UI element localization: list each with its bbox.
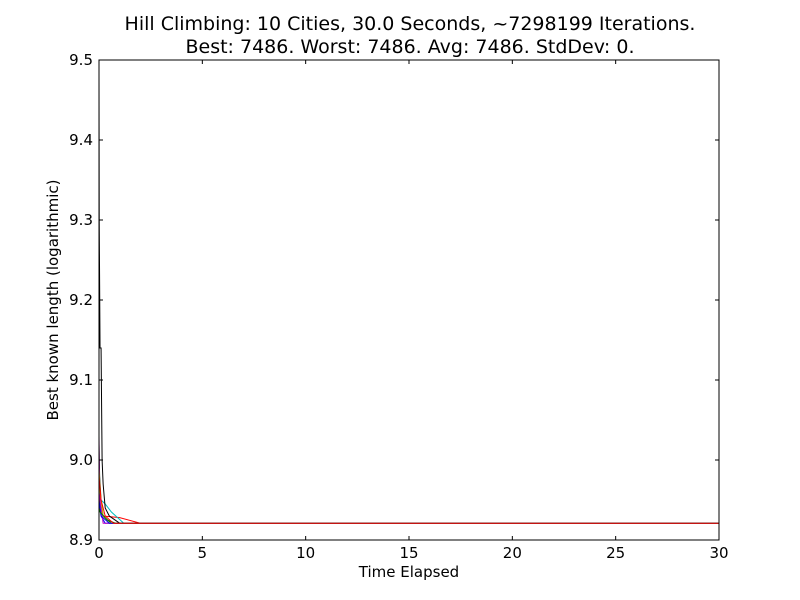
series-line-1 bbox=[98, 459, 719, 524]
y-tick-label: 8.9 bbox=[69, 531, 93, 549]
x-tick-label: 30 bbox=[709, 544, 728, 562]
series-line-7 bbox=[98, 75, 719, 524]
x-tick-label: 5 bbox=[198, 544, 208, 562]
chart-subtitle: Best: 7486. Worst: 7486. Avg: 7486. StdD… bbox=[185, 36, 634, 58]
y-axis-label: Best known length (logarithmic) bbox=[44, 180, 62, 421]
series-layer bbox=[98, 75, 719, 524]
y-tick-label: 9.2 bbox=[69, 291, 93, 309]
x-tick-label: 0 bbox=[94, 544, 104, 562]
x-axis-label: Time Elapsed bbox=[358, 563, 459, 581]
series-line-5 bbox=[98, 435, 719, 524]
y-tick-label: 9.4 bbox=[69, 131, 93, 149]
y-tick-label: 9.3 bbox=[69, 211, 93, 229]
y-tick-label: 9.1 bbox=[69, 371, 93, 389]
x-tick-label: 25 bbox=[606, 544, 625, 562]
y-tick-label: 9.5 bbox=[69, 51, 93, 69]
series-line-4 bbox=[98, 483, 719, 524]
series-line-8 bbox=[98, 499, 719, 524]
plot-frame bbox=[98, 59, 720, 541]
series-line-2 bbox=[98, 443, 719, 524]
y-tick-label: 9.0 bbox=[69, 451, 93, 469]
tick-layer: 0 5 10 15 20 25 30 8.9 9.0 9.1 9.2 9.3 9.4 9.5 bbox=[69, 51, 728, 562]
series-line-6 bbox=[98, 467, 719, 524]
x-tick-label: 10 bbox=[296, 544, 315, 562]
series-line-10 bbox=[98, 475, 719, 524]
chart-title: Hill Climbing: 10 Cities, 30.0 Seconds, … bbox=[125, 13, 696, 35]
series-line-3 bbox=[98, 491, 719, 524]
x-tick-label: 15 bbox=[399, 544, 418, 562]
series-line-9 bbox=[98, 507, 719, 524]
x-tick-label: 20 bbox=[503, 544, 522, 562]
